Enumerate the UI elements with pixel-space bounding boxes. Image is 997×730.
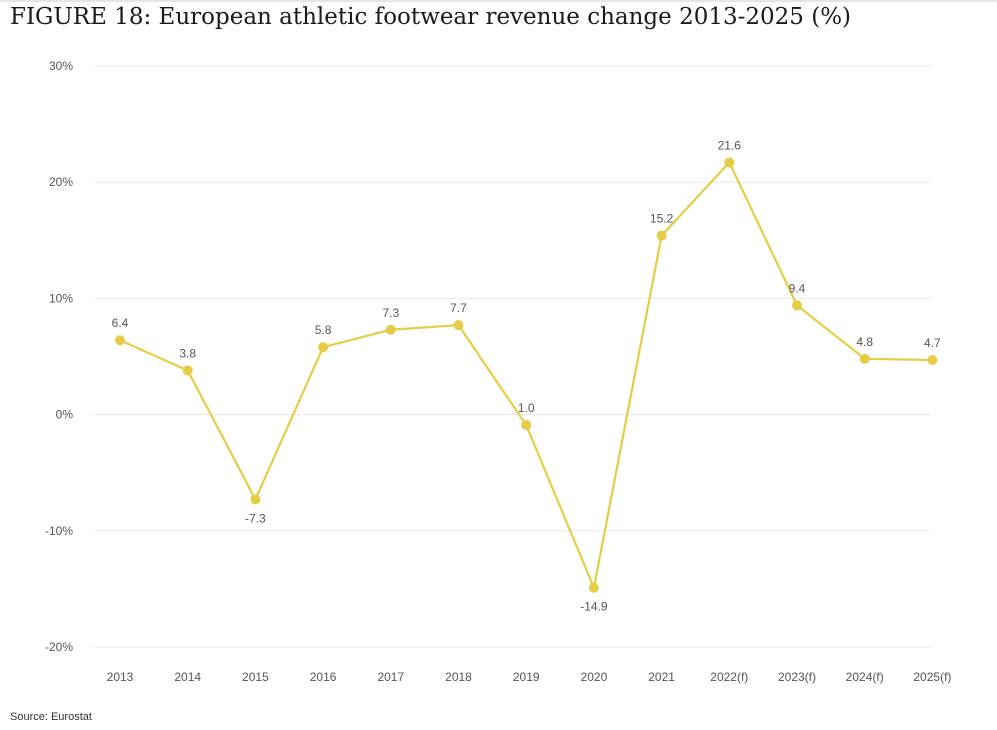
data-point: [250, 494, 261, 505]
data-label: 7.3: [382, 306, 399, 320]
data-label: 4.7: [924, 336, 941, 350]
data-point: [318, 342, 329, 353]
y-tick-label: 30%: [49, 59, 73, 73]
x-tick-label: 2019: [513, 670, 540, 684]
data-label: 1.0: [518, 401, 535, 415]
data-labels: 6.4 3.8 -7.3 5.8 7.3 7.7 1.0 -14.9 15.2 21.6 9.4 4.…: [112, 138, 941, 613]
y-tick-label: 0%: [56, 408, 74, 422]
source-note: Source: Eurostat: [10, 711, 92, 723]
x-tick-label: 2021: [648, 670, 675, 684]
data-label: 21.6: [718, 138, 742, 152]
data-label: 7.7: [450, 301, 467, 315]
x-tick-label: 2018: [445, 670, 472, 684]
data-label: 3.8: [179, 346, 196, 360]
series-revenue-change: [115, 157, 938, 593]
y-axis-ticks: 30% 20% 10% 0% -10% -20%: [45, 59, 73, 654]
x-tick-label: 2023(f): [778, 670, 816, 684]
data-label: 6.4: [112, 316, 129, 330]
data-label: 4.8: [856, 335, 873, 349]
data-label: 15.2: [650, 212, 674, 226]
data-point: [927, 354, 938, 365]
chart-title: FIGURE 18: European athletic footwear re…: [10, 4, 852, 30]
x-tick-label: 2014: [174, 670, 201, 684]
data-point: [588, 582, 599, 593]
x-tick-label: 2015: [242, 670, 269, 684]
x-tick-label: 2013: [107, 670, 134, 684]
y-tick-label: 20%: [49, 175, 73, 189]
data-point: [115, 335, 125, 346]
data-point: [792, 300, 802, 311]
top-rule: [0, 0, 997, 2]
x-axis-ticks: 2013 2014 2015 2016 2017 2018 2019 2020 2021 2022…: [107, 670, 952, 684]
data-label: 9.4: [789, 281, 806, 295]
y-tick-label: -20%: [45, 640, 73, 654]
data-point: [859, 353, 870, 364]
data-label: -7.3: [245, 511, 266, 525]
data-label: -14.9: [580, 600, 608, 614]
data-point: [385, 324, 396, 335]
data-point: [521, 420, 532, 431]
x-tick-label: 2025(f): [913, 670, 951, 684]
data-point: [182, 365, 193, 376]
data-point: [453, 320, 464, 331]
y-tick-label: 10%: [49, 291, 73, 305]
data-label: 5.8: [315, 323, 332, 337]
gridlines: [95, 65, 930, 648]
data-point: [724, 157, 735, 168]
x-tick-label: 2016: [310, 670, 337, 684]
x-tick-label: 2017: [377, 670, 404, 684]
y-tick-label: -10%: [45, 524, 73, 538]
x-tick-label: 2020: [581, 670, 608, 684]
x-tick-label: 2022(f): [710, 670, 748, 684]
series-line: [119, 161, 933, 589]
data-point: [656, 230, 667, 241]
x-tick-label: 2024(f): [846, 670, 884, 684]
